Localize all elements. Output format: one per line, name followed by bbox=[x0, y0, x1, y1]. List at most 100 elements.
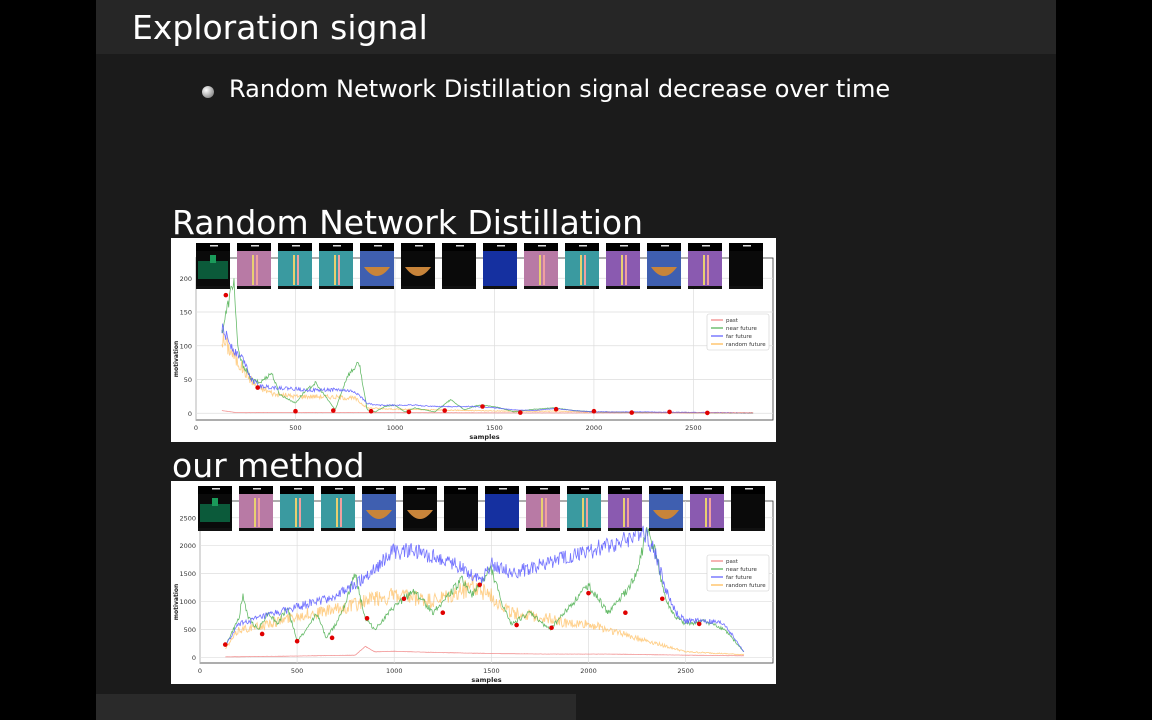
thumbnail-header bbox=[401, 243, 435, 251]
thumbnail-floor bbox=[278, 286, 312, 289]
thumbnail-ladder bbox=[705, 498, 707, 527]
thumbnail-score bbox=[294, 488, 302, 490]
game-thumbnail-icon bbox=[567, 486, 601, 531]
thumbnail-floor bbox=[403, 528, 437, 531]
thumbnail-header bbox=[319, 243, 353, 251]
game-thumbnail-icon bbox=[321, 486, 355, 531]
thumbnail-ladder bbox=[586, 498, 588, 527]
thumbnail-score bbox=[374, 245, 382, 247]
thumbnail-floor bbox=[401, 286, 435, 289]
y-tick-label: 2000 bbox=[179, 542, 196, 550]
thumbnail-score bbox=[333, 245, 341, 247]
thumbnail-ladder bbox=[545, 498, 547, 527]
x-tick-label: 500 bbox=[291, 667, 303, 675]
event-marker bbox=[223, 292, 229, 298]
y-tick-label: 500 bbox=[184, 626, 196, 634]
thumbnail-ladder bbox=[541, 498, 543, 527]
rnd-chart-panel: 0 500 1000 1500 2000 2500 0 50 100 150 200 samples m… bbox=[171, 238, 776, 442]
thumbnail-ladder bbox=[252, 255, 254, 285]
thumbnail-platform bbox=[651, 267, 677, 276]
thumbnail-ladder bbox=[580, 255, 582, 285]
series-line-random-future bbox=[225, 575, 745, 656]
thumbnail-ladder bbox=[334, 255, 336, 285]
thumbnail-score bbox=[210, 245, 218, 247]
event-marker bbox=[330, 408, 336, 413]
thumbnail-ladder bbox=[293, 255, 295, 285]
game-thumbnail-icon bbox=[401, 243, 435, 289]
event-marker bbox=[255, 385, 260, 390]
y-tick-label: 1000 bbox=[179, 598, 196, 606]
thumbnail-header bbox=[444, 486, 478, 494]
thumbnail-header bbox=[690, 486, 724, 494]
thumbnail-ladder bbox=[336, 498, 338, 527]
game-thumbnail-icon bbox=[362, 486, 396, 531]
game-thumbnail-icon bbox=[606, 243, 640, 289]
game-thumbnail-icon bbox=[729, 243, 763, 289]
thumbnail-score bbox=[251, 245, 259, 247]
event-marker bbox=[294, 638, 300, 644]
thumbnail-header bbox=[524, 243, 558, 251]
thumbnail-floor bbox=[360, 286, 394, 289]
game-thumbnail-icon bbox=[319, 243, 353, 289]
x-tick-label: 2000 bbox=[580, 667, 597, 675]
game-thumbnail-icon bbox=[690, 486, 724, 531]
thumbnail-ladder bbox=[627, 498, 629, 527]
thumbnail-floor bbox=[483, 286, 517, 289]
thumbnail-header bbox=[362, 486, 396, 494]
thumbnail-floor bbox=[198, 528, 232, 531]
x-tick-label: 0 bbox=[198, 667, 202, 675]
thumbnail-score bbox=[335, 488, 343, 490]
thumbnail-score bbox=[292, 245, 300, 247]
thumbnail-score bbox=[415, 245, 423, 247]
thumbnail-ladder bbox=[625, 255, 627, 285]
thumbnail-ladder bbox=[338, 255, 340, 285]
thumbnail-header bbox=[729, 243, 763, 251]
legend-label: random future bbox=[726, 583, 766, 589]
thumbnail-score bbox=[456, 245, 464, 247]
thumbnail-ladder bbox=[707, 255, 709, 285]
thumbnail-door bbox=[210, 255, 216, 263]
thumbnail-ladder bbox=[709, 498, 711, 527]
thumbnail-score bbox=[499, 488, 507, 490]
thumbnail-header bbox=[321, 486, 355, 494]
thumbnail-score bbox=[538, 245, 546, 247]
thumbnail-score bbox=[253, 488, 261, 490]
y-tick-label: 200 bbox=[180, 275, 192, 283]
x-tick-label: 1000 bbox=[387, 424, 404, 432]
legend-box bbox=[706, 554, 770, 592]
event-marker bbox=[222, 642, 228, 647]
thumbnail-header bbox=[196, 243, 230, 251]
thumbnail-ladder bbox=[256, 255, 258, 285]
event-marker bbox=[480, 404, 485, 409]
thumbnail-ladder bbox=[340, 498, 342, 527]
rnd-chart: 0 500 1000 1500 2000 2500 0 50 100 150 200 samples m… bbox=[173, 243, 774, 441]
series-line-past bbox=[221, 410, 754, 414]
thumbnail-ladder bbox=[295, 498, 297, 527]
x-tick-label: 1500 bbox=[483, 667, 500, 675]
thumbnail-score bbox=[579, 245, 587, 247]
thumbnail-header bbox=[608, 486, 642, 494]
thumbnail-header bbox=[237, 243, 271, 251]
legend-label: near future bbox=[726, 567, 757, 573]
thumbnail-door bbox=[212, 498, 218, 506]
thumbnail-score bbox=[622, 488, 630, 490]
thumbnail-floor bbox=[485, 528, 519, 531]
x-axis-label: samples bbox=[469, 433, 499, 441]
thumbnail-header bbox=[565, 243, 599, 251]
x-tick-label: 1000 bbox=[386, 667, 403, 675]
game-thumbnail-icon bbox=[565, 243, 599, 289]
thumbnail-score bbox=[540, 488, 548, 490]
thumbnail-floor bbox=[362, 528, 396, 531]
thumbnail-platform bbox=[405, 267, 431, 276]
thumbnail-header bbox=[526, 486, 560, 494]
thumbnail-header bbox=[239, 486, 273, 494]
event-marker bbox=[440, 610, 446, 616]
slide: Exploration signal Random Network Distil… bbox=[96, 0, 1056, 720]
game-thumbnail-icon bbox=[278, 243, 312, 289]
thumbnail-floor bbox=[280, 528, 314, 531]
event-marker bbox=[518, 410, 523, 415]
thumbnail-score bbox=[417, 488, 425, 490]
game-thumbnail-icon bbox=[237, 243, 271, 289]
event-marker bbox=[623, 610, 628, 616]
event-marker bbox=[629, 410, 635, 415]
